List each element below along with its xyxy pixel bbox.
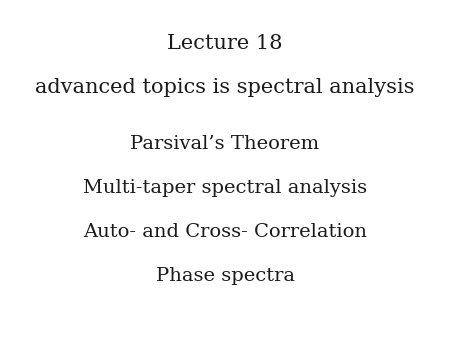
Text: Auto- and Cross- Correlation: Auto- and Cross- Correlation (83, 223, 367, 241)
Text: Parsival’s Theorem: Parsival’s Theorem (130, 135, 320, 153)
Text: Multi-taper spectral analysis: Multi-taper spectral analysis (83, 179, 367, 197)
Text: Phase spectra: Phase spectra (156, 267, 294, 285)
Text: advanced topics is spectral analysis: advanced topics is spectral analysis (35, 78, 415, 97)
Text: Lecture 18: Lecture 18 (167, 34, 283, 53)
